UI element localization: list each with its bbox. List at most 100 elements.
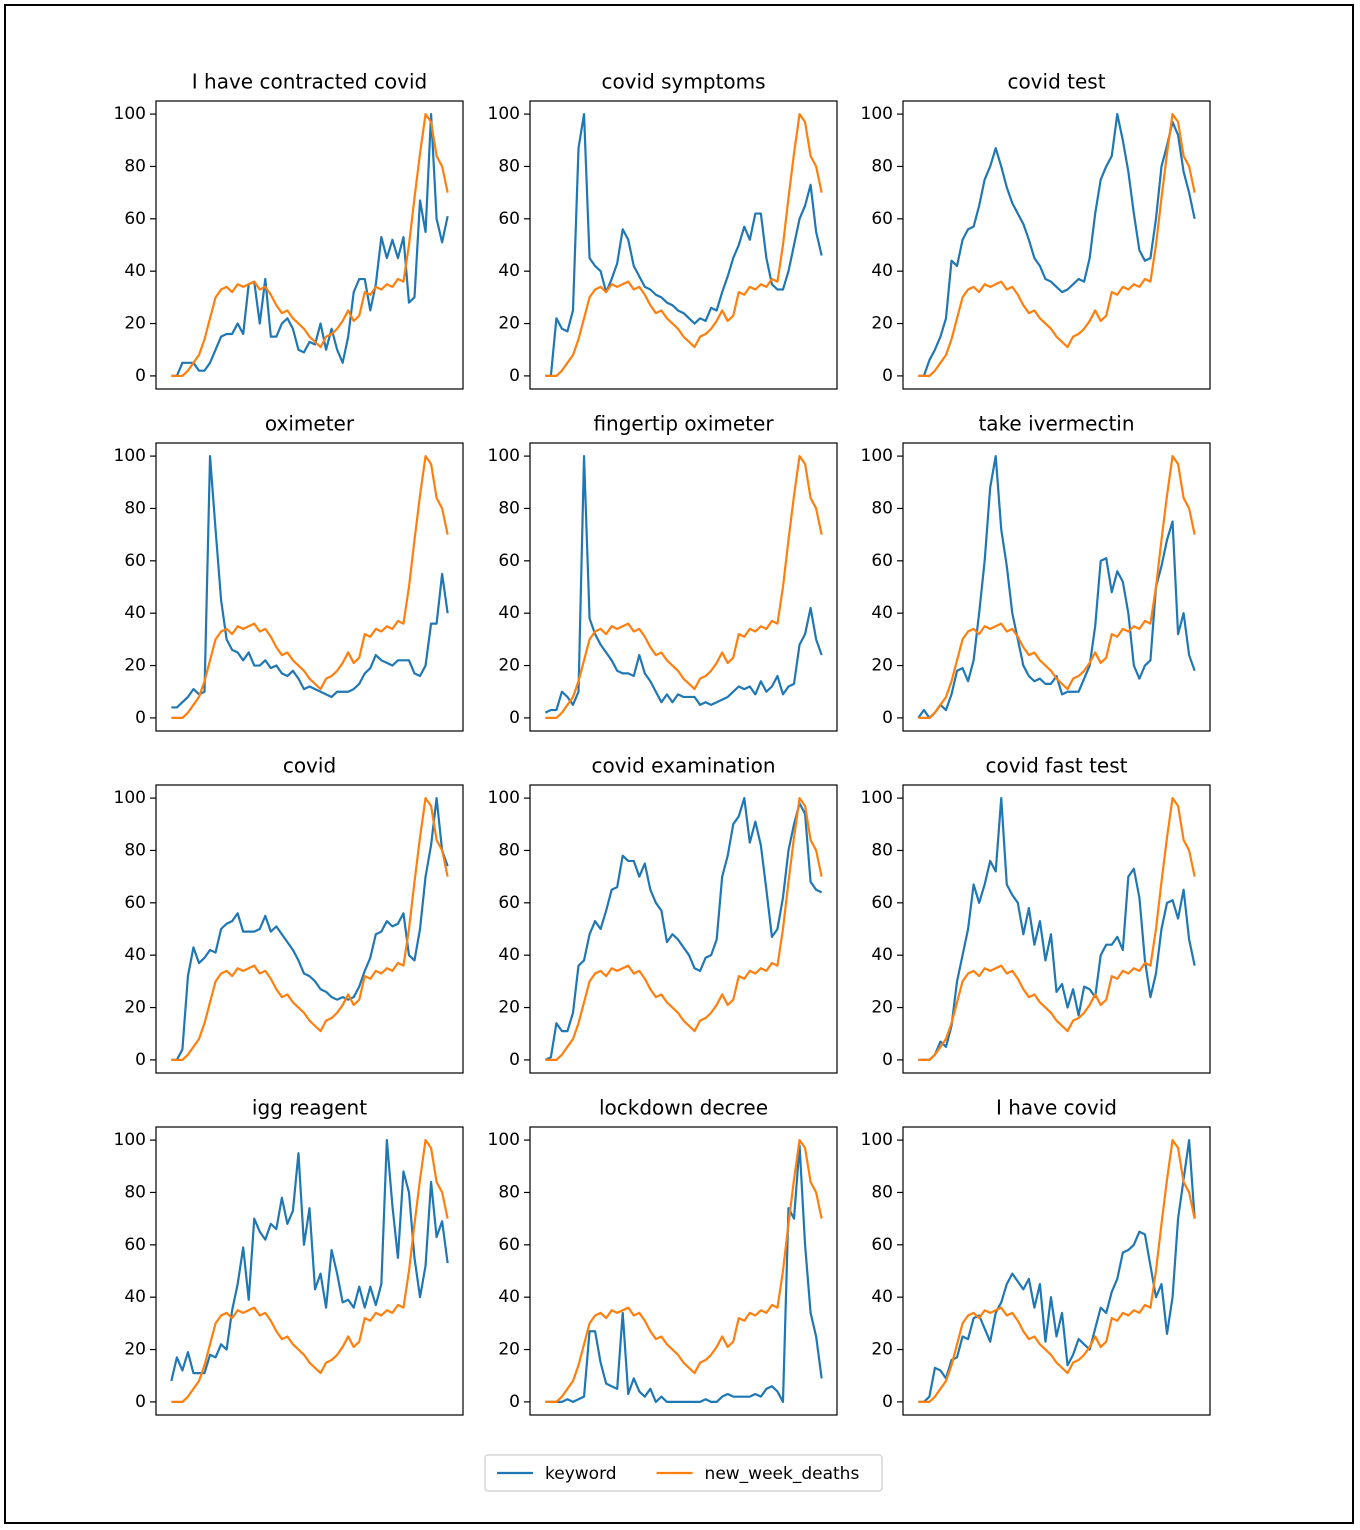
legend-label: new_week_deaths xyxy=(705,1464,860,1484)
plot-frame xyxy=(902,784,1211,1074)
series-line xyxy=(918,454,1196,720)
y-tick-label: 40 xyxy=(498,603,520,623)
y-tick-label: 20 xyxy=(124,656,146,676)
y-tick-label: 60 xyxy=(498,1235,520,1255)
series-line xyxy=(545,1138,823,1404)
plot-frame xyxy=(902,442,1211,732)
y-tick-label: 40 xyxy=(871,603,893,623)
y-tick-label: 20 xyxy=(871,998,893,1018)
y-tick-label: 20 xyxy=(871,1340,893,1360)
plot-frame xyxy=(529,442,838,732)
panel-title: I have contracted covid xyxy=(192,70,427,94)
y-tick-label: 0 xyxy=(882,1392,893,1412)
series-line xyxy=(544,454,823,714)
y-tick-label: 40 xyxy=(498,945,520,965)
plot-frame xyxy=(902,100,1211,390)
y-tick-label: 100 xyxy=(861,1130,893,1150)
y-tick-label: 40 xyxy=(124,1287,146,1307)
plot-frame xyxy=(155,100,464,390)
y-tick-label: 60 xyxy=(871,551,893,571)
y-tick-label: 80 xyxy=(871,156,893,176)
plot-frame xyxy=(902,1126,1211,1416)
y-tick-label: 40 xyxy=(498,1287,520,1307)
series-line xyxy=(544,796,823,1061)
y-tick-label: 40 xyxy=(498,261,520,281)
y-tick-label: 20 xyxy=(498,998,520,1018)
y-tick-label: 100 xyxy=(861,104,893,124)
y-tick-label: 60 xyxy=(498,893,520,913)
plot-frame xyxy=(529,100,838,390)
y-tick-label: 60 xyxy=(124,893,146,913)
legend-label: keyword xyxy=(545,1464,617,1484)
y-tick-label: 80 xyxy=(498,1182,520,1202)
y-tick-label: 100 xyxy=(488,788,520,808)
y-tick-label: 40 xyxy=(124,945,146,965)
series-line xyxy=(545,796,823,1062)
panel-title: covid xyxy=(283,754,336,778)
series-line xyxy=(917,454,1196,720)
y-tick-label: 100 xyxy=(861,446,893,466)
y-tick-label: 80 xyxy=(124,1182,146,1202)
y-tick-label: 40 xyxy=(871,1287,893,1307)
y-tick-label: 20 xyxy=(871,314,893,334)
series-line xyxy=(918,1138,1196,1404)
plot-frame xyxy=(529,1126,838,1416)
y-tick-label: 80 xyxy=(124,498,146,518)
panel-title: I have covid xyxy=(996,1096,1117,1120)
y-tick-label: 20 xyxy=(124,314,146,334)
y-tick-label: 40 xyxy=(124,603,146,623)
page-border xyxy=(4,4,1354,1524)
y-tick-label: 100 xyxy=(114,1130,146,1150)
y-tick-label: 100 xyxy=(114,788,146,808)
y-tick-label: 0 xyxy=(882,366,893,386)
panel-title: lockdown decree xyxy=(599,1096,768,1120)
y-tick-label: 80 xyxy=(871,840,893,860)
y-tick-label: 0 xyxy=(135,1050,146,1070)
panel-title: take ivermectin xyxy=(978,412,1134,436)
series-line xyxy=(171,1138,449,1404)
y-tick-label: 100 xyxy=(488,446,520,466)
series-line xyxy=(171,454,449,709)
series-line xyxy=(545,112,823,378)
y-tick-label: 60 xyxy=(124,209,146,229)
series-line xyxy=(545,1144,823,1404)
series-line xyxy=(918,796,1196,1062)
series-line xyxy=(170,1138,449,1382)
y-tick-label: 60 xyxy=(871,209,893,229)
y-tick-label: 60 xyxy=(871,893,893,913)
panel-title: covid fast test xyxy=(985,754,1127,778)
y-tick-label: 60 xyxy=(124,551,146,571)
y-tick-label: 20 xyxy=(124,1340,146,1360)
series-line xyxy=(171,796,449,1062)
y-tick-label: 60 xyxy=(124,1235,146,1255)
y-tick-label: 100 xyxy=(488,104,520,124)
y-tick-label: 0 xyxy=(509,366,520,386)
y-tick-label: 20 xyxy=(498,1340,520,1360)
series-line xyxy=(171,112,449,378)
plot-frame xyxy=(155,442,464,732)
panel-title: covid symptoms xyxy=(601,70,765,94)
y-tick-label: 20 xyxy=(871,656,893,676)
y-tick-label: 40 xyxy=(124,261,146,281)
y-tick-label: 80 xyxy=(871,1182,893,1202)
panel-title: covid test xyxy=(1007,70,1105,94)
y-tick-label: 20 xyxy=(498,314,520,334)
y-tick-label: 80 xyxy=(124,156,146,176)
panel-title: covid examination xyxy=(591,754,775,778)
series-line xyxy=(918,112,1196,378)
y-tick-label: 80 xyxy=(498,840,520,860)
panel-title: igg reagent xyxy=(252,1096,367,1120)
series-line xyxy=(171,112,449,378)
y-tick-label: 60 xyxy=(498,209,520,229)
series-line xyxy=(171,796,449,1062)
series-line xyxy=(918,112,1196,378)
series-line xyxy=(918,1138,1196,1404)
series-line xyxy=(545,454,823,720)
plot-frame xyxy=(529,784,838,1074)
y-tick-label: 0 xyxy=(882,708,893,728)
y-tick-label: 0 xyxy=(882,1050,893,1070)
y-tick-label: 0 xyxy=(135,366,146,386)
y-tick-label: 80 xyxy=(498,156,520,176)
y-tick-label: 100 xyxy=(488,1130,520,1150)
